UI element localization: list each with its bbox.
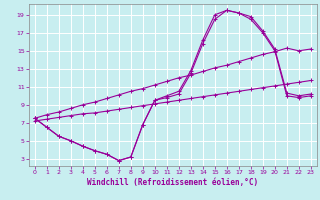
X-axis label: Windchill (Refroidissement éolien,°C): Windchill (Refroidissement éolien,°C) <box>87 178 258 187</box>
